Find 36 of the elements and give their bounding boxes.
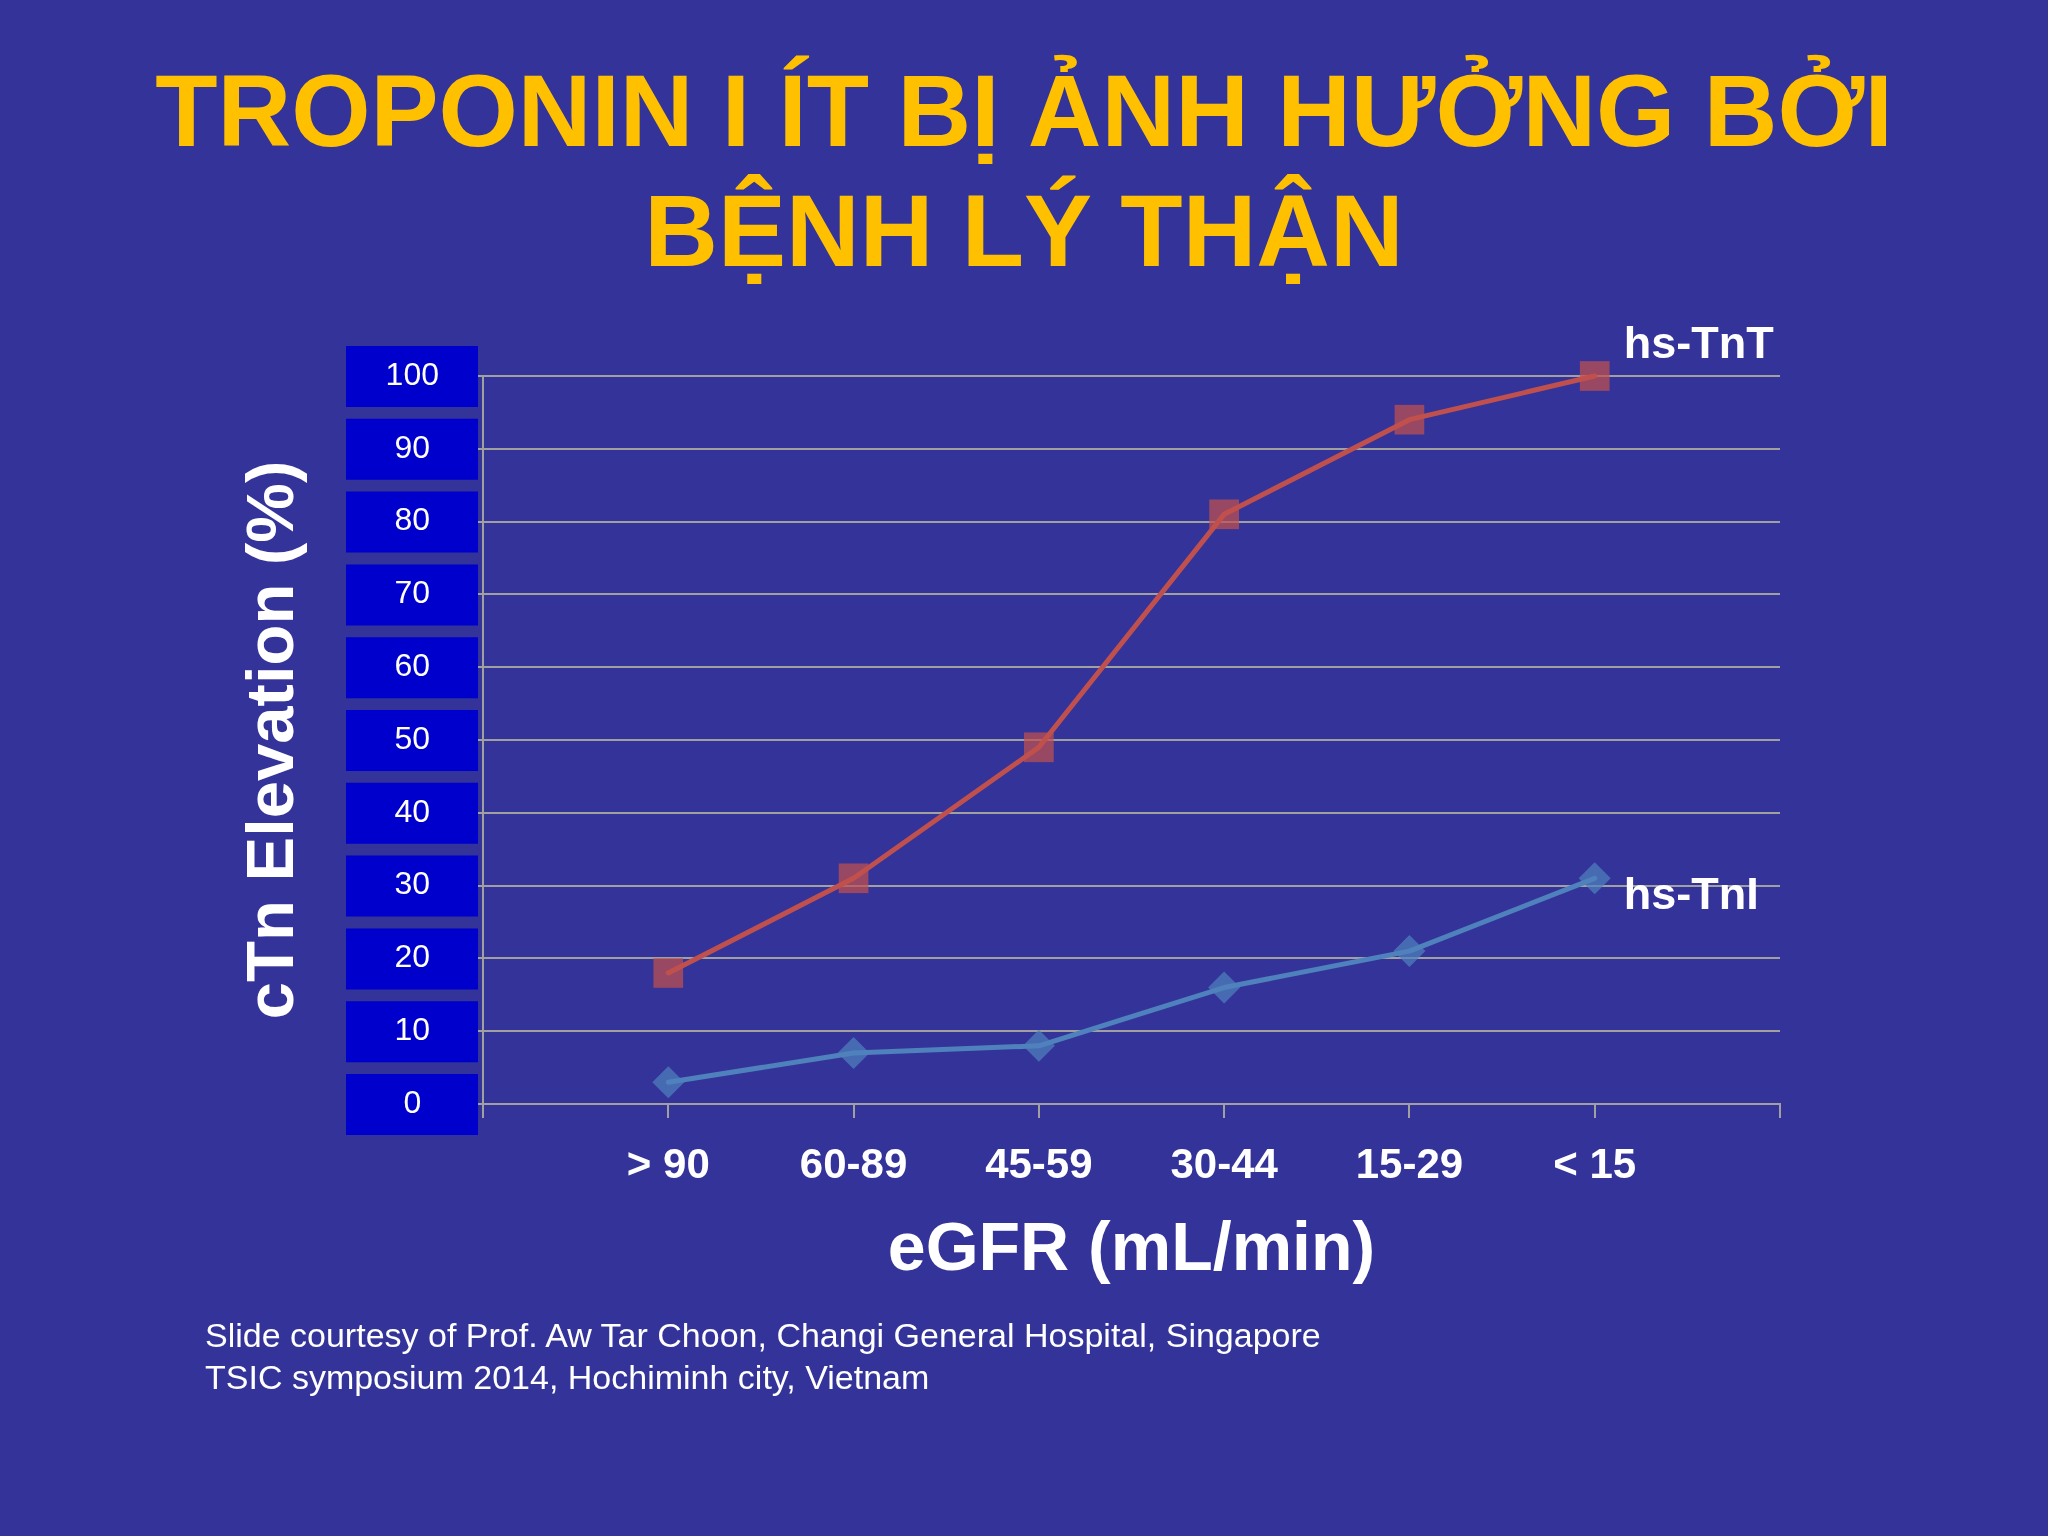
y-tick-label: 70 (394, 574, 431, 611)
x-tick-label: > 90 (626, 1139, 710, 1187)
point (1208, 971, 1241, 1004)
x-tick-label: 30-44 (1170, 1139, 1279, 1187)
point (652, 1066, 685, 1099)
y-tick-label: 100 (385, 355, 439, 392)
x-axis-title: eGFR (mL/min) (887, 1207, 1376, 1284)
y-tick-label: 60 (394, 647, 431, 684)
chart-title: TROPONIN I ÍT BỊ ẢNH HƯỞNG BỞI BỆNH LÝ THẬN (154, 53, 1894, 290)
y-tick-label: 80 (394, 501, 431, 538)
point (1209, 499, 1239, 530)
x-tick-label: 60-89 (799, 1139, 908, 1187)
y-tick-label: 50 (394, 719, 431, 756)
y-tick-label: 40 (394, 792, 431, 829)
point (1579, 361, 1610, 391)
y-tick-label: 30 (394, 865, 431, 902)
text: TSIC symposium 2014, Hochiminh city, Vietnam (205, 1357, 931, 1398)
text: Slide courtesy of Prof. Aw Tar Choon, Changi General Hospital, Singapore (205, 1315, 1321, 1356)
point (837, 1037, 870, 1070)
x-tick-label: < 15 (1553, 1139, 1637, 1187)
y-tick-label: 20 (394, 938, 431, 975)
point (1024, 732, 1054, 763)
point (1578, 862, 1611, 895)
y-tick-label: 10 (394, 1011, 431, 1048)
x-tick-label: 45-59 (985, 1139, 1093, 1187)
y-tick-label: 0 (403, 1083, 422, 1120)
series-label: hs-TnI (1623, 867, 1759, 919)
point (838, 863, 869, 894)
series-label: hs-TnT (1623, 317, 1774, 369)
point (1393, 935, 1426, 968)
x-tick-label: 15-29 (1355, 1139, 1464, 1187)
y-tick-label: 90 (394, 428, 431, 465)
point (1022, 1029, 1055, 1062)
point (653, 958, 684, 988)
y-axis-title: cTn Elevation (%) (231, 460, 307, 1020)
point (1394, 404, 1425, 435)
